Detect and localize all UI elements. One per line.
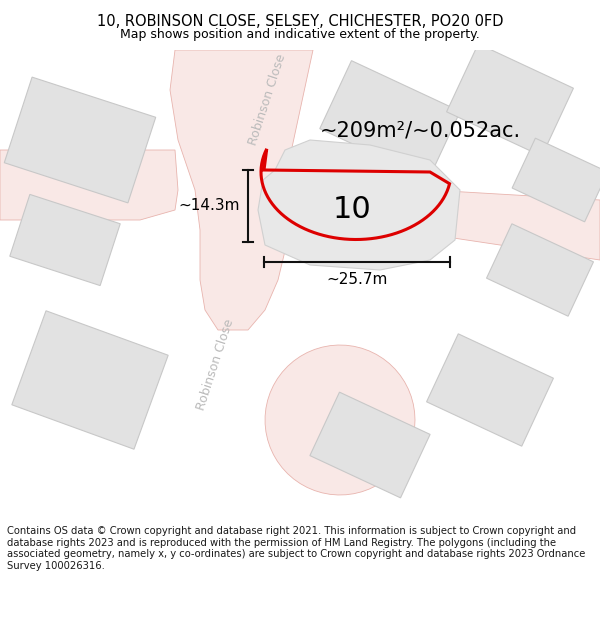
Text: 10: 10	[332, 196, 371, 224]
Polygon shape	[446, 44, 574, 156]
Text: Contains OS data © Crown copyright and database right 2021. This information is : Contains OS data © Crown copyright and d…	[7, 526, 586, 571]
Polygon shape	[265, 345, 415, 495]
Polygon shape	[320, 61, 460, 179]
Text: ~14.3m: ~14.3m	[179, 199, 240, 214]
Polygon shape	[4, 77, 156, 203]
Polygon shape	[400, 190, 600, 260]
Text: Map shows position and indicative extent of the property.: Map shows position and indicative extent…	[120, 28, 480, 41]
Polygon shape	[258, 140, 460, 270]
Text: Robinson Close: Robinson Close	[194, 318, 236, 412]
Text: 10, ROBINSON CLOSE, SELSEY, CHICHESTER, PO20 0FD: 10, ROBINSON CLOSE, SELSEY, CHICHESTER, …	[97, 14, 503, 29]
Polygon shape	[427, 334, 553, 446]
Polygon shape	[10, 194, 120, 286]
Polygon shape	[512, 138, 600, 222]
Polygon shape	[0, 150, 178, 220]
Polygon shape	[12, 311, 168, 449]
Text: Robinson Close: Robinson Close	[246, 52, 288, 148]
Polygon shape	[170, 50, 313, 330]
Text: ~25.7m: ~25.7m	[326, 272, 388, 287]
Text: ~209m²/~0.052ac.: ~209m²/~0.052ac.	[319, 120, 521, 140]
Polygon shape	[487, 224, 593, 316]
Polygon shape	[310, 392, 430, 498]
